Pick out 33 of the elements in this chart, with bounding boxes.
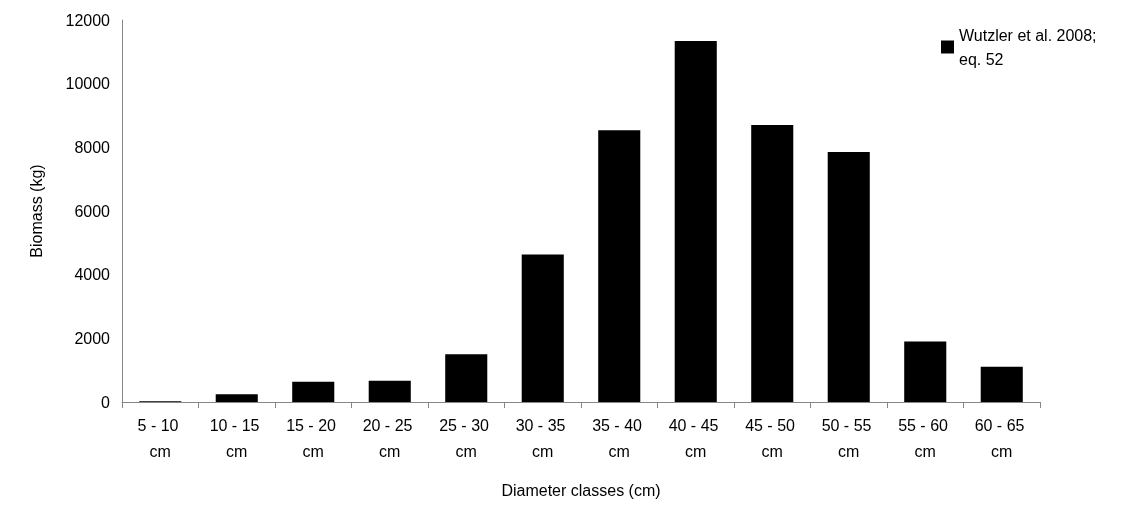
bar — [751, 125, 794, 402]
x-tick-label: 35 - 40 cm — [592, 416, 647, 460]
x-tick-label: 45 - 50 cm — [745, 416, 800, 460]
bar — [598, 130, 641, 402]
y-tick-label: 0 — [101, 393, 111, 411]
bar — [215, 394, 258, 402]
y-tick-label: 6000 — [74, 202, 111, 220]
bar — [827, 152, 870, 402]
bar — [674, 41, 717, 402]
x-tick-label: 30 - 35 cm — [515, 416, 570, 460]
bar — [904, 341, 947, 402]
bar — [980, 366, 1023, 402]
y-tick-label: 8000 — [74, 138, 111, 156]
legend-label: Wutzler et al. 2008; eq. 52 — [959, 26, 1101, 68]
x-tick-label: 40 - 45 cm — [668, 416, 723, 460]
x-axis-title: Diameter classes (cm) — [501, 481, 661, 499]
bar — [445, 354, 488, 402]
y-tick-label: 2000 — [74, 329, 111, 347]
y-tick-label: 4000 — [74, 266, 111, 284]
x-tick-label: 20 - 25 cm — [362, 416, 417, 460]
x-tick-label: 15 - 20 cm — [286, 416, 341, 460]
x-tick-label: 50 - 55 cm — [821, 416, 876, 460]
bar — [292, 381, 335, 402]
y-axis-title: Biomass (kg) — [27, 164, 45, 258]
bar — [521, 254, 564, 402]
bar — [368, 380, 411, 402]
x-tick-label: 55 - 60 cm — [898, 416, 953, 460]
y-tick-label: 12000 — [65, 11, 111, 29]
x-tick-label: 5 - 10 cm — [137, 416, 183, 460]
x-tick-label: 10 - 15 cm — [209, 416, 264, 460]
x-tick-label: 25 - 30 cm — [439, 416, 494, 460]
x-tick-label: 60 - 65 cm — [974, 416, 1029, 460]
y-tick-label: 10000 — [65, 75, 111, 93]
